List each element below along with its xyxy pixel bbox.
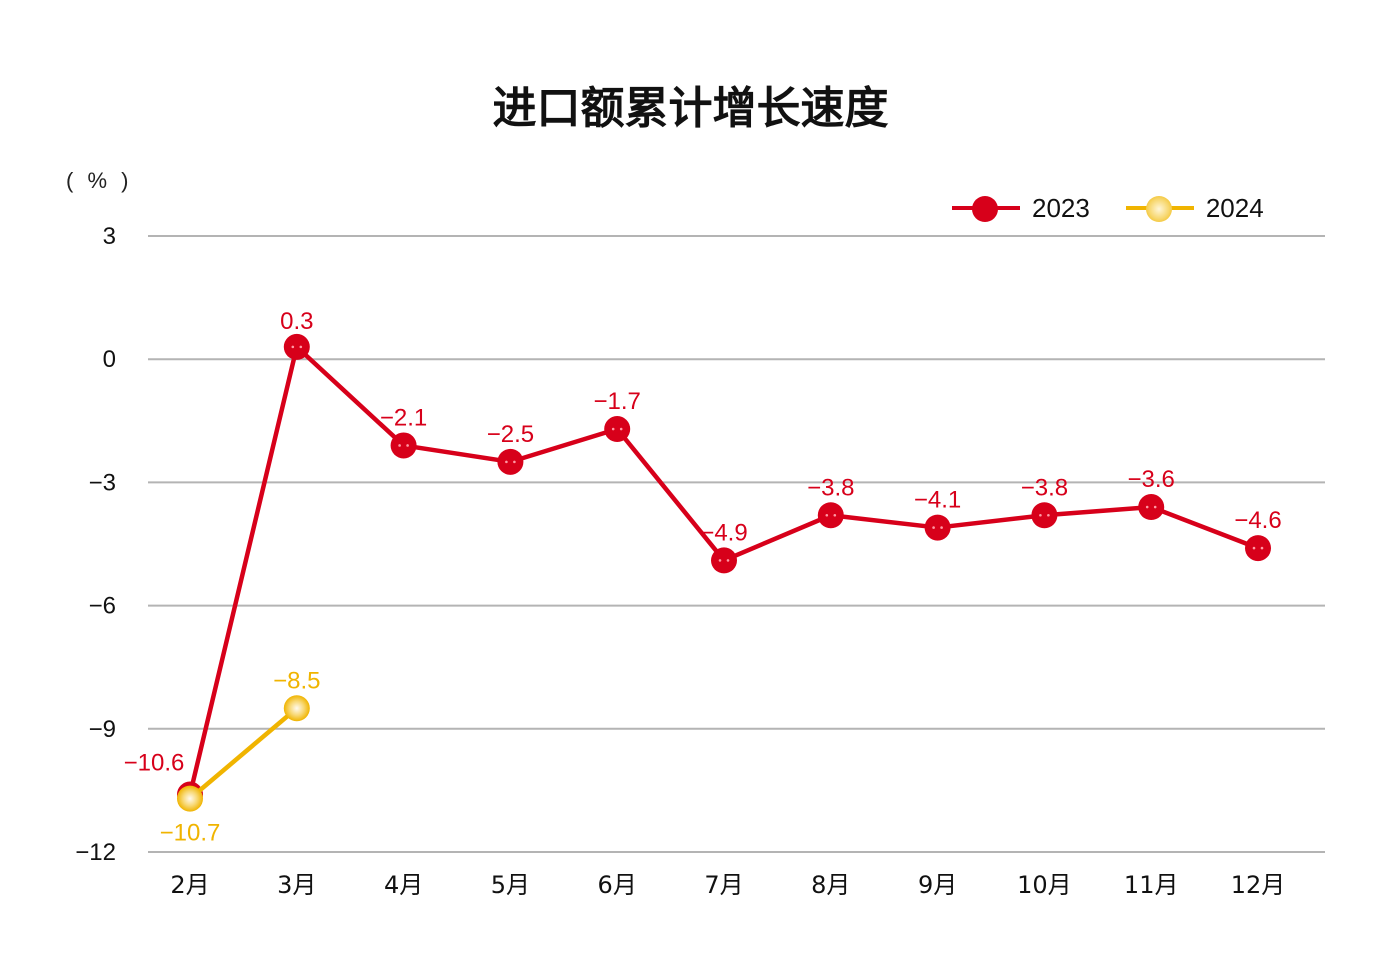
data-point-marker (497, 448, 524, 475)
legend-marker-2023-icon (952, 193, 1020, 223)
x-tick-label: 2月 (170, 871, 209, 899)
data-point-marker (924, 514, 951, 541)
data-label: −3.6 (1128, 466, 1175, 493)
data-label: −10.6 (124, 750, 185, 777)
x-tick-label: 6月 (598, 871, 637, 899)
x-tick-label: 3月 (277, 871, 316, 899)
y-axis-unit: ( % ) (66, 168, 133, 193)
x-tick-label: 11月 (1124, 871, 1179, 899)
data-label: −2.1 (380, 404, 427, 431)
data-label: −4.1 (914, 487, 961, 514)
data-point-marker (390, 432, 417, 459)
legend-marker-2024-icon (1125, 193, 1194, 223)
data-label: −8.5 (273, 667, 320, 694)
series-line (188, 706, 299, 801)
legend-item-2023: 2023 (952, 193, 1090, 224)
y-tick-label: −6 (89, 593, 116, 620)
x-tick-label: 5月 (491, 871, 530, 899)
data-point-marker (604, 416, 631, 443)
x-tick-label: 8月 (811, 871, 850, 899)
data-label: −4.9 (700, 519, 747, 546)
x-tick-label: 9月 (918, 871, 957, 899)
data-label: −3.8 (1021, 474, 1068, 501)
series-2024: −10.7 −8.5 (160, 667, 321, 846)
data-label: −2.5 (487, 421, 534, 448)
data-label: −3.8 (807, 474, 854, 501)
data-point-marker (817, 502, 844, 529)
legend-item-2024: 2024 (1125, 192, 1264, 224)
data-point-marker (1138, 494, 1165, 521)
data-point-marker (711, 547, 737, 574)
y-axis-ticks: 3 0 −3 −6 −9 −12 (75, 223, 116, 866)
x-tick-label: 10月 (1017, 871, 1072, 899)
series-lines: −10.6 0.3 −2.1 −2.5 −1.7 −4.9 −3.8 −4.1 −3.8 −3.6… (124, 308, 1282, 847)
gridlines (148, 235, 1325, 853)
x-tick-label: 12月 (1231, 871, 1286, 899)
legend-label-2024: 2024 (1205, 192, 1264, 223)
data-point-marker (1031, 502, 1058, 529)
data-label: −4.6 (1234, 507, 1281, 534)
y-tick-label: 3 (103, 223, 116, 250)
data-point-marker (177, 785, 203, 812)
data-point-marker (283, 695, 310, 722)
data-label: 0.3 (280, 308, 313, 335)
series-2023: −10.6 0.3 −2.1 −2.5 −1.7 −4.9 −3.8 −4.1 −3.8 −3.6… (124, 308, 1282, 808)
data-point-marker (1245, 535, 1271, 562)
x-axis-ticks: 2月 3月 4月 5月 6月 7月 8月 9月 10月 11月 12月 (170, 871, 1285, 899)
y-tick-label: −12 (75, 839, 116, 866)
data-label: −10.7 (160, 820, 221, 847)
y-tick-label: −3 (89, 469, 116, 496)
y-tick-label: −9 (89, 716, 116, 743)
legend-label-2023: 2023 (1032, 192, 1090, 223)
data-label: −1.7 (594, 388, 641, 415)
x-tick-label: 4月 (384, 871, 423, 899)
data-point-marker (283, 333, 310, 360)
chart-title: 进口额累计增长速度 (492, 83, 889, 134)
legend: 2023 2024 (952, 190, 1300, 226)
x-tick-label: 7月 (704, 871, 743, 899)
y-tick-label: 0 (103, 346, 116, 373)
